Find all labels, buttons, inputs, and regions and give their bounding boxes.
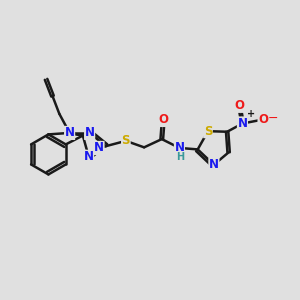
Text: O: O [158,113,168,127]
Text: O: O [258,113,268,127]
Text: N: N [209,158,219,171]
Text: O: O [235,99,244,112]
Text: −: − [268,112,278,125]
Text: N: N [85,126,94,140]
Text: N: N [238,117,248,130]
Text: N: N [64,126,75,140]
Text: N: N [174,141,184,154]
Text: S: S [122,134,130,147]
Text: +: + [247,109,255,119]
Text: S: S [204,125,212,138]
Text: N: N [94,141,104,154]
Text: H: H [176,152,184,162]
Text: N: N [84,150,94,163]
